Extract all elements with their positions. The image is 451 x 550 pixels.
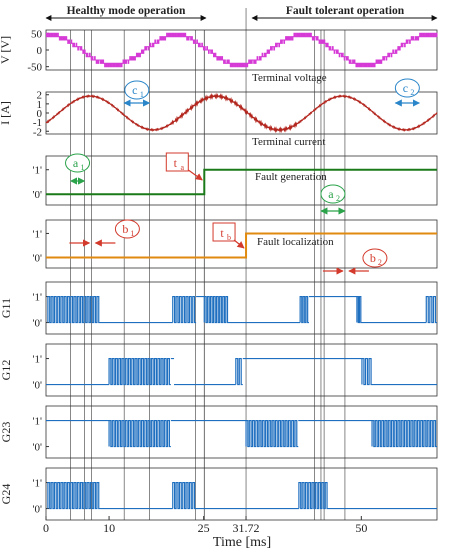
fault_gen-trace <box>46 168 437 196</box>
gate-trace-G12 <box>46 357 437 386</box>
ytick-label: 1 <box>37 99 43 111</box>
ytick-label-low: '0' <box>33 442 42 454</box>
ytick-label-low: '0' <box>33 380 42 392</box>
xtick-label: 50 <box>355 521 367 535</box>
yaxis-label-G23: G23 <box>0 422 13 443</box>
annotation-subscript: 2 <box>378 258 382 267</box>
panel-frame <box>45 467 438 521</box>
ytick-label-low: '0' <box>33 318 42 330</box>
annotation-subscript: 1 <box>140 90 144 99</box>
ytick-label-low: '0' <box>33 504 42 516</box>
annotation-ellipse <box>114 219 140 239</box>
yaxis-label-G24: G24 <box>0 484 13 505</box>
yaxis-label-G12: G12 <box>0 360 13 381</box>
annotation-label: b <box>370 251 376 265</box>
annotation-subscript: b <box>227 233 231 242</box>
panel-G11: '1' '0' G11 <box>0 281 438 335</box>
yaxis-label-G11: G11 <box>0 298 13 318</box>
panel-frame <box>45 91 438 135</box>
panel-G24: '1' '0' G24 <box>0 467 438 521</box>
panel-title-fault_loc: Fault localization <box>257 236 334 248</box>
ytick-label: -1 <box>33 117 42 129</box>
annotation-ellipse <box>65 153 91 173</box>
annotation-ellipse <box>394 78 420 98</box>
fault-section-label: Fault tolerant operation <box>286 5 405 17</box>
annotation-subscript: 2 <box>410 88 414 97</box>
xtick-label: 10 <box>103 521 115 535</box>
ytick-label-high: '1' <box>33 354 42 366</box>
panel-title-current: Terminal current <box>252 136 325 148</box>
panel-fault_gen: '1' '0' Fault generation <box>33 155 438 206</box>
ytick-label-high: '1' <box>33 416 42 428</box>
ytick-label: 50 <box>31 28 43 40</box>
annotation-label: b <box>122 222 128 236</box>
yaxis-label-voltage: V [V] <box>0 36 12 64</box>
annotation-box <box>165 152 189 172</box>
panel-frame <box>45 219 438 269</box>
ytick-label: -2 <box>33 126 42 138</box>
xtick-label: 0 <box>43 521 49 535</box>
ytick-label-high: '1' <box>33 292 42 304</box>
panel-G23: '1' '0' G23 <box>0 405 438 459</box>
ytick-label: 0 <box>37 108 43 120</box>
annotation-subscript: a <box>181 163 185 172</box>
annotation-box <box>212 222 236 242</box>
gate-trace-G24 <box>47 481 437 510</box>
annotation-subscript: 2 <box>336 194 340 203</box>
x-axis: 0 10 25 31.72 50 Time [ms] <box>43 516 367 550</box>
annotation-label: c <box>132 83 137 97</box>
ytick-label-high: '1' <box>33 228 42 240</box>
ytick-label-low: '0' <box>33 252 42 264</box>
panel-G12: '1' '0' G12 <box>0 343 438 397</box>
ytick-label: 0 <box>37 45 43 57</box>
ytick-label-high: '1' <box>33 478 42 490</box>
annotation-subscript: 1 <box>81 163 85 172</box>
annotation-label: a <box>73 156 79 170</box>
annotation-label: t <box>174 156 178 170</box>
annotation-label: c <box>403 81 408 95</box>
fault_loc-trace <box>46 232 437 259</box>
annotation-ellipse <box>124 80 150 100</box>
panel-title-fault_gen: Fault generation <box>255 171 327 183</box>
annotation-label: t <box>220 226 224 240</box>
annotation-label: a <box>328 187 334 201</box>
xtick-label: 25 <box>198 521 210 535</box>
panel-frame <box>45 343 438 397</box>
annotation-subscript: 1 <box>130 229 134 238</box>
ytick-label: 2 <box>37 90 43 102</box>
ytick-label-low: '0' <box>33 189 42 201</box>
panel-voltage: 50 0 -50 V [V] Terminal voltage <box>0 28 438 84</box>
annotation-ellipse <box>362 248 388 268</box>
panel-frame <box>45 155 438 206</box>
panel-fault_loc: '1' '0' Fault localization <box>33 219 438 269</box>
yaxis-label-current: I [A] <box>0 101 12 125</box>
gate-trace-G23 <box>46 419 437 448</box>
annotation-ellipse <box>320 184 346 204</box>
panel-current: 210-1-2I [A]Terminal current <box>0 90 438 148</box>
current-trace <box>45 92 438 134</box>
annotation-arrow <box>233 239 245 249</box>
healthy-section-label: Healthy mode operation <box>67 5 186 17</box>
panel-frame <box>45 405 438 459</box>
voltage-trace <box>46 32 438 68</box>
ytick-label-high: '1' <box>33 165 42 177</box>
annotation-arrow <box>187 169 203 181</box>
xtick-label: 31.72 <box>233 521 260 535</box>
gate-trace-G11 <box>47 295 437 324</box>
panel-frame <box>45 281 438 335</box>
ytick-label: -50 <box>27 62 42 74</box>
panel-title-voltage: Terminal voltage <box>252 72 327 84</box>
vertical-marker-lines <box>70 8 346 520</box>
xaxis-label: Time [ms] <box>213 535 271 550</box>
